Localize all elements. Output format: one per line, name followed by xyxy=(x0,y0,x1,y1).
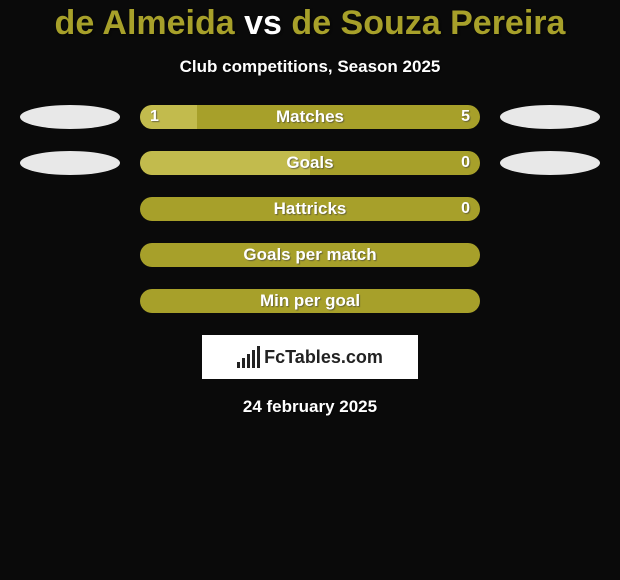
stat-row: 1Matches5 xyxy=(0,105,620,129)
fctables-logo: FcTables.com xyxy=(202,335,418,379)
stat-bar: Hattricks0 xyxy=(140,197,480,221)
stat-label: Goals per match xyxy=(140,243,480,267)
right-spacer xyxy=(500,197,600,221)
logo-text: FcTables.com xyxy=(264,347,383,368)
stat-label: Goals xyxy=(140,151,480,175)
title-player2: de Souza Pereira xyxy=(291,4,565,42)
subtitle: Club competitions, Season 2025 xyxy=(0,57,620,77)
left-spacer xyxy=(20,289,120,313)
stat-label: Min per goal xyxy=(140,289,480,313)
stat-label: Hattricks xyxy=(140,197,480,221)
stat-bar: Min per goal xyxy=(140,289,480,313)
right-spacer xyxy=(500,289,600,313)
left-spacer xyxy=(20,243,120,267)
title-vs: vs xyxy=(244,4,282,42)
stat-bar: 1Matches5 xyxy=(140,105,480,129)
stat-row: Goals0 xyxy=(0,151,620,175)
stat-row: Hattricks0 xyxy=(0,197,620,221)
stat-bar: Goals per match xyxy=(140,243,480,267)
page-title: de Almeida vs de Souza Pereira xyxy=(0,0,620,43)
footer-date: 24 february 2025 xyxy=(0,397,620,417)
logo-bars-icon xyxy=(237,346,260,368)
stat-right-value: 0 xyxy=(461,197,470,221)
left-spacer xyxy=(20,197,120,221)
title-player1: de Almeida xyxy=(55,4,235,42)
left-oval xyxy=(20,105,120,129)
stat-row: Goals per match xyxy=(0,243,620,267)
right-oval xyxy=(500,105,600,129)
stat-bar: Goals0 xyxy=(140,151,480,175)
left-oval xyxy=(20,151,120,175)
stat-right-value: 5 xyxy=(461,105,470,129)
right-spacer xyxy=(500,243,600,267)
right-oval xyxy=(500,151,600,175)
stat-right-value: 0 xyxy=(461,151,470,175)
stats-chart: 1Matches5Goals0Hattricks0Goals per match… xyxy=(0,105,620,313)
stat-label: Matches xyxy=(140,105,480,129)
stat-row: Min per goal xyxy=(0,289,620,313)
